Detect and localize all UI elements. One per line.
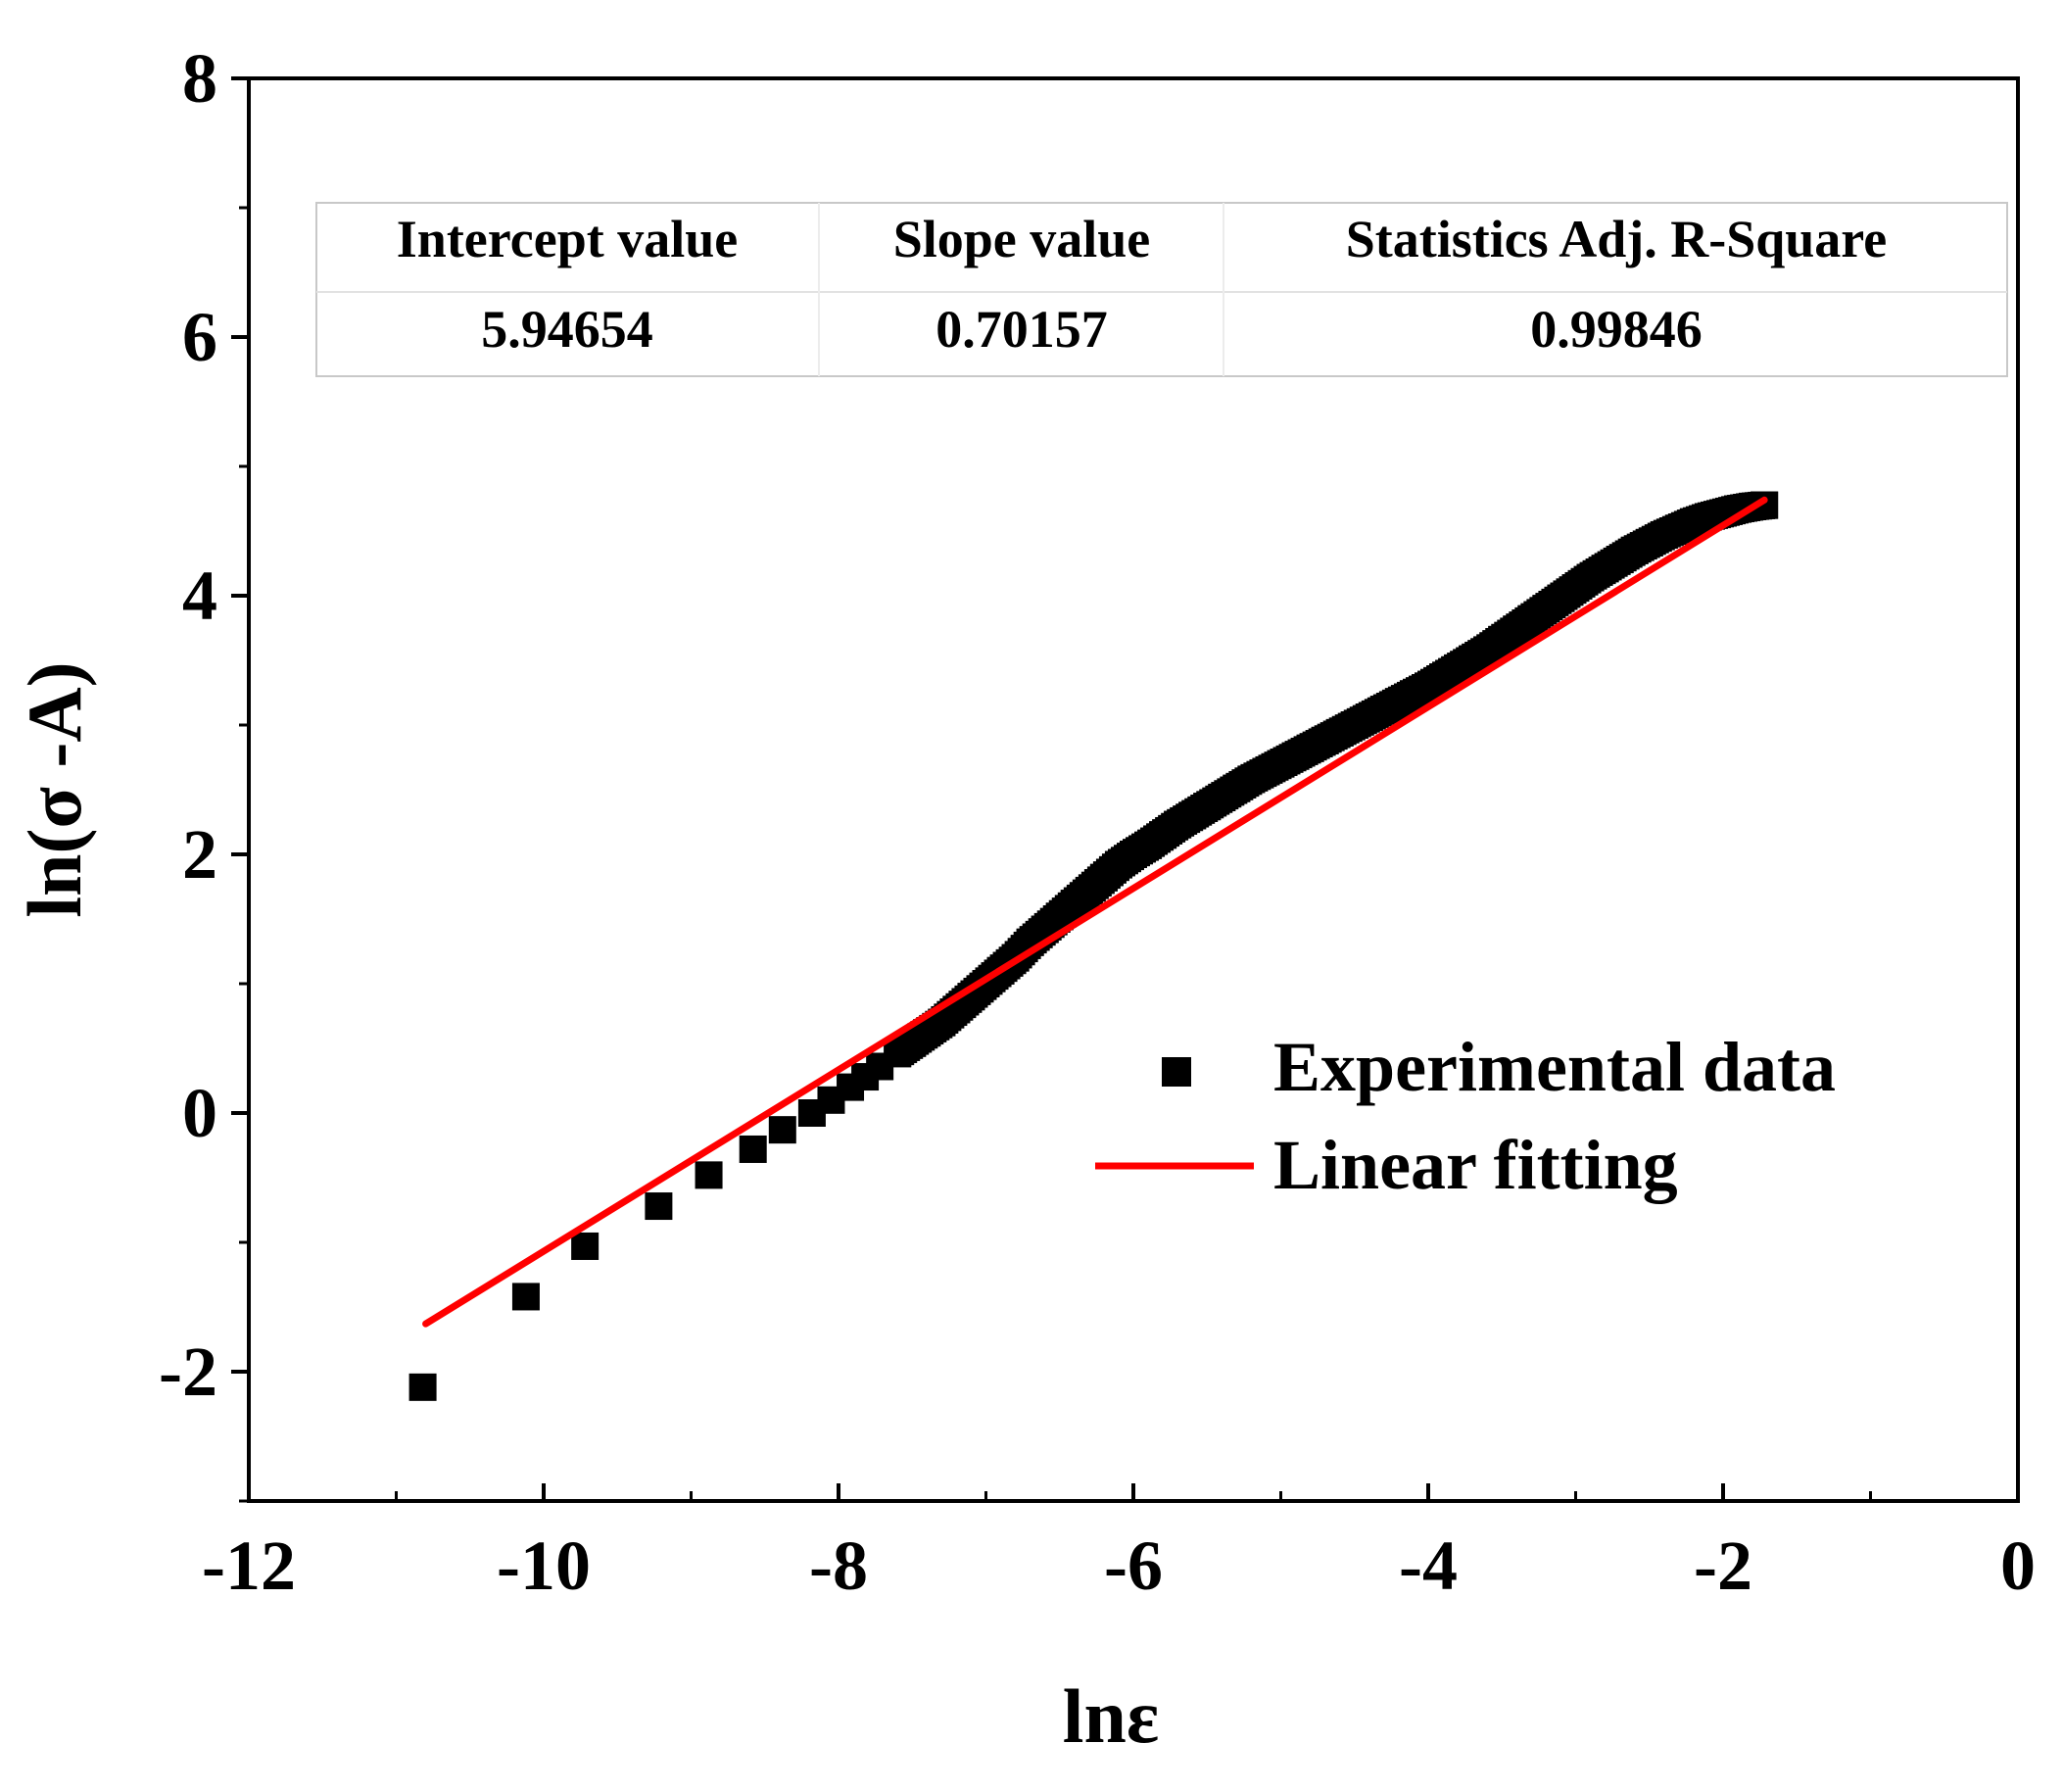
x-tick-label: -2: [1694, 1526, 1752, 1605]
x-tick-label: -6: [1104, 1526, 1163, 1605]
y-tick-label: 2: [182, 815, 217, 894]
fit-table-value-r-square: 0.99846: [1530, 300, 1703, 359]
fit-table-value-intercept: 5.94654: [481, 300, 653, 359]
y-tick-label: 4: [182, 557, 217, 635]
legend-marker-experimental: [1162, 1057, 1191, 1087]
fit-table: Intercept value Slope value Statistics A…: [315, 202, 2008, 377]
x-tick-label: -8: [809, 1526, 868, 1605]
data-point: [739, 1135, 767, 1163]
data-point: [511, 1283, 540, 1311]
fit-table-header-r-square: Statistics Adj. R-Square: [1346, 210, 1888, 268]
x-tick-label: -10: [497, 1526, 591, 1605]
experimental-data-series: [408, 491, 1779, 1401]
x-tick-label: -4: [1399, 1526, 1458, 1605]
y-tick-label: -2: [159, 1332, 217, 1411]
data-point: [695, 1161, 723, 1189]
y-tick-label: 0: [182, 1074, 217, 1152]
data-point: [571, 1232, 600, 1260]
legend-label-linear: Linear fitting: [1273, 1126, 1678, 1204]
data-point: [645, 1192, 673, 1221]
data-point: [768, 1116, 796, 1144]
fit-table-header-slope: Slope value: [893, 210, 1151, 268]
data-point: [408, 1373, 437, 1401]
legend: Experimental data Linear fitting: [1095, 1028, 1836, 1204]
fit-table-header-intercept: Intercept value: [397, 210, 738, 268]
fit-line: [422, 496, 1768, 1328]
legend-label-experimental: Experimental data: [1273, 1028, 1836, 1106]
fit-table-border: [315, 202, 2008, 377]
y-tick-label: 8: [182, 39, 217, 118]
x-axis-title: lnε: [1063, 1673, 1159, 1759]
x-tick-label: 0: [2000, 1526, 2036, 1605]
y-axis-ticks: -2 0 2 4 6 8: [159, 39, 249, 1411]
y-axis-title: ln(σ -A): [12, 661, 97, 917]
linear-fitting-series: [422, 496, 1768, 1328]
x-axis-ticks: -12 -10 -8 -6 -4 -2 0: [202, 1483, 2036, 1605]
plot-frame: [247, 76, 2020, 1503]
y-tick-label: 6: [182, 298, 217, 376]
x-tick-label: -12: [202, 1526, 296, 1605]
fit-table-value-slope: 0.70157: [936, 300, 1108, 359]
